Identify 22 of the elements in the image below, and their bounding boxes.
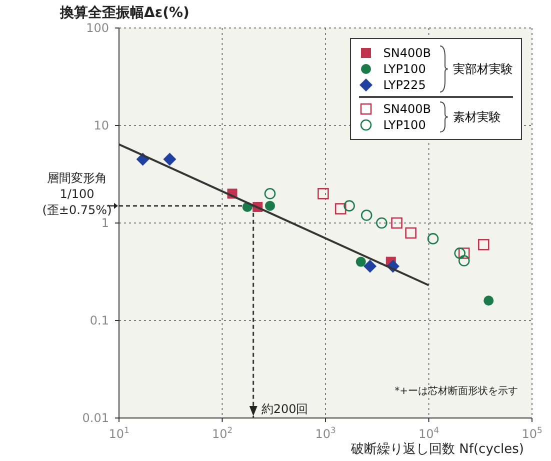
y-axis-title: 換算全歪振幅Δε(%) bbox=[60, 4, 190, 22]
x-tick-label: 10$^{3}$ bbox=[315, 425, 336, 441]
y-tick-label: 0.1 bbox=[90, 314, 109, 328]
x-tick-label: 10$^{2}$ bbox=[212, 425, 233, 441]
x-tick-label: 10$^{5}$ bbox=[522, 425, 542, 441]
y-tick-label: 10 bbox=[94, 118, 109, 132]
ref-line-label: 約200回 bbox=[261, 402, 308, 416]
annotation: *+ーは芯材断面形状を示す bbox=[394, 384, 518, 398]
legend-label: LYP100 bbox=[383, 62, 426, 76]
annotation: 実部材実験 bbox=[453, 60, 513, 78]
x-tick-label: 10$^{4}$ bbox=[418, 425, 440, 441]
legend-label: LYP100 bbox=[383, 118, 426, 132]
x-tick-label: 10$^{1}$ bbox=[108, 425, 130, 441]
y-tick-label: 100 bbox=[86, 21, 109, 35]
x-axis-title: 破断繰り返し回数 Nf(cycles) bbox=[350, 442, 524, 457]
y-tick-label: 1 bbox=[101, 216, 109, 230]
y-tick-label: 0.01 bbox=[82, 411, 109, 425]
ref-line-label: 層間変形角 1/100 (歪±0.75%) bbox=[42, 170, 112, 217]
legend-label: SN400B bbox=[383, 46, 431, 60]
annotation: 素材実験 bbox=[453, 108, 501, 126]
legend-label: LYP225 bbox=[383, 78, 426, 92]
legend-label: SN400B bbox=[383, 102, 431, 116]
